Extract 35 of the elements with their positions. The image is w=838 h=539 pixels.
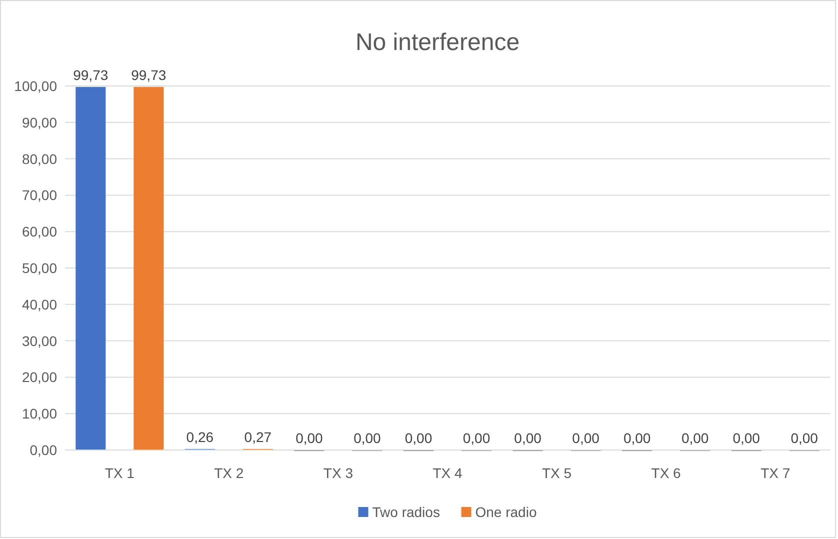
x-tick-label: TX 7 [760, 465, 790, 481]
y-tick-label: 100,00 [14, 78, 58, 94]
data-label: 0,00 [514, 430, 542, 446]
x-tick-label: TX 2 [214, 465, 244, 481]
y-tick-label: 20,00 [22, 369, 58, 386]
data-label: 0,00 [404, 430, 432, 446]
data-label: 0,26 [186, 429, 214, 446]
data-label: 0,00 [296, 430, 324, 446]
x-tick-label: TX 6 [651, 465, 682, 481]
y-tick-label: 90,00 [22, 114, 58, 130]
x-tick-label: TX 1 [104, 465, 135, 481]
data-label: 0,00 [572, 430, 600, 446]
legend-label: Two radios [372, 504, 440, 520]
y-tick-label: 40,00 [22, 296, 58, 312]
y-tick-label: 10,00 [22, 406, 58, 422]
data-label: 0,00 [623, 430, 651, 446]
data-label: 0,00 [462, 430, 490, 446]
x-tick-label: TX 4 [432, 465, 462, 481]
x-tick-label: TX 3 [323, 465, 354, 481]
data-label: 0,00 [790, 430, 818, 446]
y-tick-label: 60,00 [22, 224, 58, 240]
legend-label: One radio [475, 504, 537, 520]
data-label: 0,00 [732, 430, 760, 446]
data-label: 99,73 [131, 66, 166, 83]
data-label: 0,00 [354, 430, 382, 446]
data-label: 99,73 [73, 66, 108, 83]
y-tick-label: 0,00 [30, 442, 58, 458]
data-label: 0,27 [244, 429, 272, 446]
y-tick-label: 80,00 [22, 150, 58, 167]
chart-title: No interference [355, 29, 520, 56]
y-tick-label: 30,00 [22, 332, 58, 349]
y-tick-label: 50,00 [22, 260, 58, 276]
y-tick-label: 70,00 [22, 187, 58, 204]
data-label: 0,00 [681, 430, 709, 446]
x-tick-label: TX 5 [542, 465, 572, 481]
